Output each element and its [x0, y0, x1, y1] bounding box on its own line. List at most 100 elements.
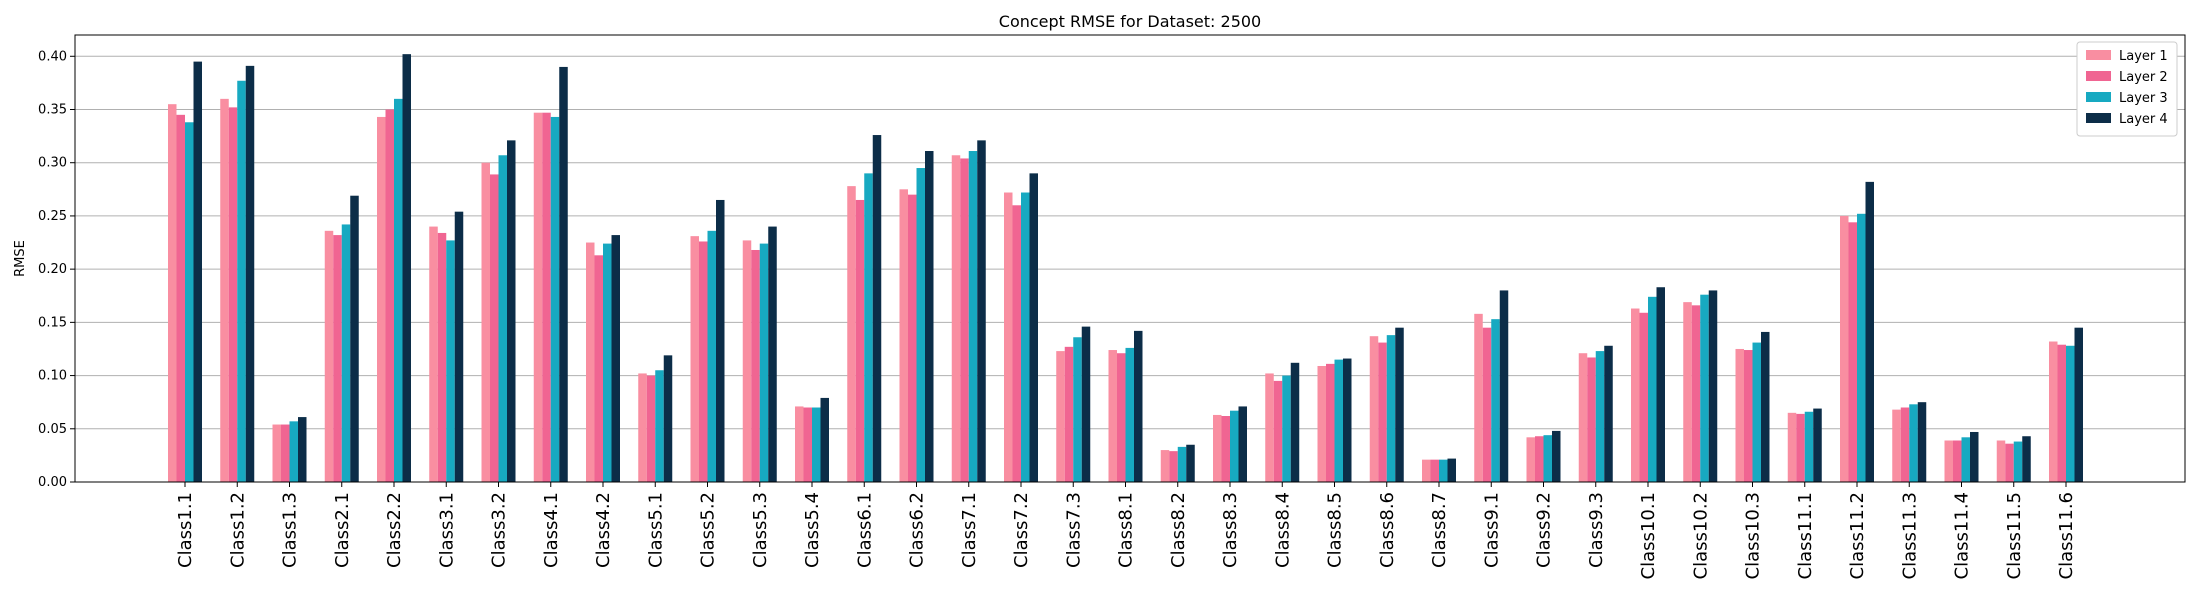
bar [454, 211, 464, 482]
bar [1378, 342, 1387, 482]
x-tick-label: Class11.5 [2004, 492, 2025, 579]
bar [611, 235, 620, 482]
bar [1004, 192, 1013, 482]
bar [1996, 440, 2006, 482]
bar [1526, 437, 1535, 482]
bar [298, 417, 307, 482]
x-tick-label: Class11.6 [2056, 492, 2077, 579]
x-tick-label: Class4.2 [593, 492, 614, 568]
bar [1744, 350, 1753, 482]
y-tick-label: 0.00 [38, 475, 67, 490]
x-tick-label: Class2.1 [332, 492, 353, 568]
bar [1944, 440, 1953, 482]
x-tick-label: Class2.2 [384, 492, 405, 568]
bar [707, 230, 716, 482]
bar [1787, 412, 1797, 482]
bar [402, 54, 411, 483]
bar [324, 230, 334, 482]
bar [847, 186, 856, 482]
bar [916, 168, 925, 483]
bar [281, 424, 290, 482]
x-tick-label: Class9.3 [1586, 492, 1607, 568]
x-tick-label: Class5.1 [645, 492, 666, 568]
bar [925, 151, 934, 482]
legend-swatch [2086, 113, 2111, 123]
bar [1221, 416, 1230, 482]
bar [1064, 346, 1074, 482]
bar [1282, 375, 1291, 482]
y-tick-label: 0.25 [38, 209, 67, 224]
bar [1813, 408, 1822, 482]
x-tick-label: Class8.3 [1220, 492, 1241, 568]
bar [1639, 312, 1648, 482]
bar [1290, 362, 1300, 482]
bar [550, 116, 560, 482]
y-tick-label: 0.35 [38, 103, 67, 118]
bar [1552, 430, 1561, 482]
bar [168, 104, 177, 482]
bar [795, 406, 804, 482]
bar [193, 61, 202, 482]
y-tick-label: 0.15 [38, 315, 67, 330]
y-tick-label: 0.40 [38, 49, 67, 64]
bar [1430, 459, 1439, 482]
bar [690, 236, 699, 482]
bar [1081, 326, 1091, 482]
bar [1273, 380, 1283, 482]
bar [1953, 440, 1962, 482]
bar [1482, 327, 1492, 482]
bar [1604, 345, 1613, 482]
bar [1186, 444, 1195, 482]
bar [960, 158, 969, 482]
legend-box [2076, 41, 2178, 137]
bar [341, 224, 351, 482]
bar [1317, 365, 1326, 482]
bar [2049, 341, 2058, 482]
x-tick-label: Class10.1 [1638, 492, 1659, 579]
bar [699, 241, 708, 482]
bar [812, 407, 821, 482]
bar [977, 140, 986, 482]
y-tick-label: 0.20 [38, 262, 67, 277]
bar [1029, 173, 1038, 482]
bar [1840, 215, 1849, 482]
bar [1656, 287, 1665, 482]
bar [716, 199, 725, 482]
bar [1447, 458, 1456, 482]
bar [245, 65, 255, 482]
bar [951, 155, 961, 482]
legend-label: Layer 2 [2119, 70, 2168, 85]
bar [742, 240, 752, 482]
bar [2066, 345, 2075, 482]
bar [1535, 436, 1544, 482]
chart-title: Concept RMSE for Dataset: 2500 [999, 12, 1261, 31]
x-tick-label: Class7.1 [959, 492, 980, 568]
bar [1578, 353, 1588, 482]
x-axis: Class1.1 Class1.2 Class1.3 Class2.1 Class2.2… [175, 482, 2077, 579]
bar [655, 370, 664, 482]
legend-swatch [2086, 50, 2111, 60]
bar [542, 112, 551, 482]
bar [1683, 302, 1692, 482]
bar [2074, 327, 2083, 482]
bar [1056, 351, 1065, 482]
x-tick-label: Class1.1 [175, 492, 196, 568]
bar [185, 122, 194, 483]
bar [1804, 411, 1814, 482]
y-tick-label: 0.30 [38, 156, 67, 171]
legend-swatch [2086, 92, 2111, 102]
x-tick-label: Class5.2 [698, 492, 719, 568]
bar [1796, 413, 1805, 482]
x-tick-label: Class8.4 [1272, 492, 1293, 568]
bar [1499, 290, 1509, 482]
bar [498, 155, 507, 482]
bar [1961, 437, 1970, 482]
bar [1848, 222, 1857, 483]
x-tick-label: Class8.5 [1325, 492, 1346, 568]
bar [385, 109, 394, 482]
bar [1708, 290, 1718, 482]
bar [751, 249, 760, 482]
bar [1334, 359, 1343, 482]
x-tick-label: Class4.1 [541, 492, 562, 568]
